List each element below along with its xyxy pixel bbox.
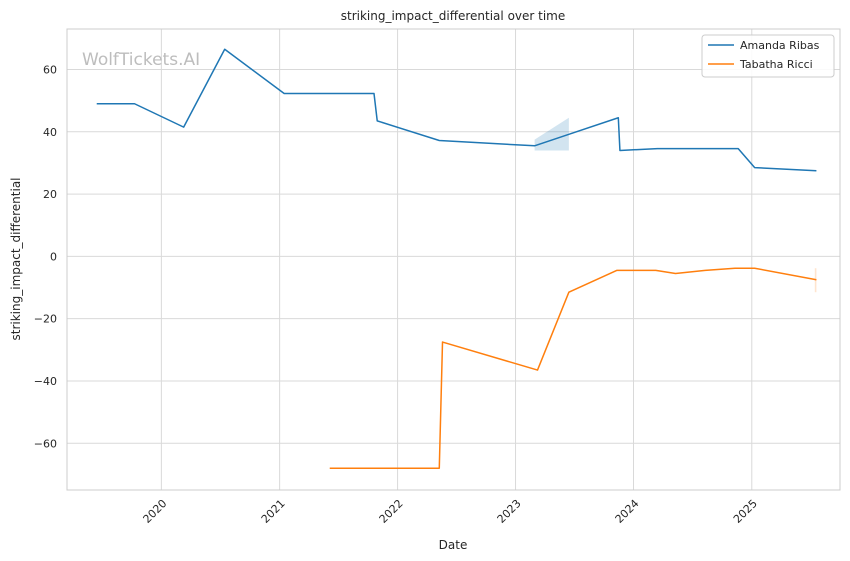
y-tick-label: −60	[34, 437, 57, 450]
grid-lines	[67, 29, 840, 490]
chart-title: striking_impact_differential over time	[341, 9, 566, 23]
y-axis-title: striking_impact_differential	[9, 177, 23, 340]
legend-label-tabatha-ricci: Tabatha Ricci	[739, 58, 813, 71]
legend-box	[701, 34, 835, 78]
y-tick-label: 40	[43, 126, 57, 139]
series-line-amanda-ribas	[96, 48, 817, 172]
series-lines	[96, 48, 817, 469]
legend-label-amanda-ribas: Amanda Ribas	[740, 39, 820, 52]
plot-frame	[66, 28, 841, 491]
y-tick-label: 20	[43, 188, 57, 201]
y-tick-label: 0	[50, 250, 57, 263]
y-tick-label: −40	[34, 375, 57, 388]
legend: Amanda Ribas Tabatha Ricci	[701, 34, 835, 78]
y-tick-label: −20	[34, 313, 57, 326]
x-axis-title: Date	[439, 538, 468, 552]
series-line-tabatha-ricci	[329, 267, 817, 469]
y-tick-label: 60	[43, 63, 57, 76]
y-tick-labels: 60 40 20 0 −20 −40 −60	[34, 63, 57, 450]
watermark: WolfTickets.AI	[82, 50, 200, 70]
